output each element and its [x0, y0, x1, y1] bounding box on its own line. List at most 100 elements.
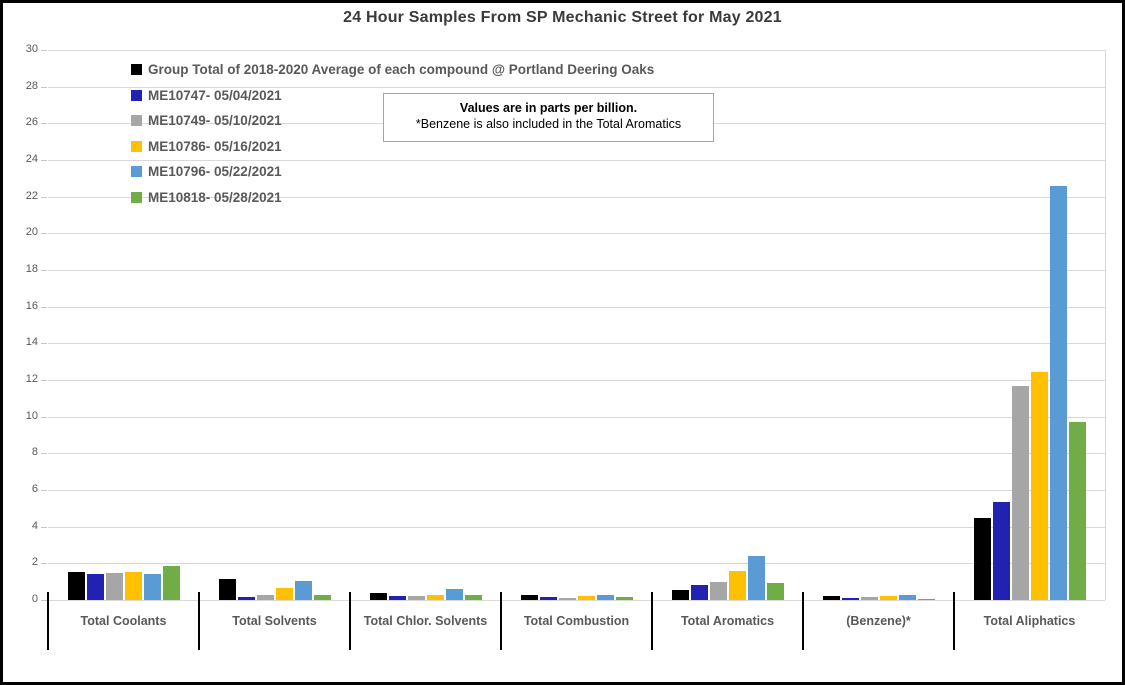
legend-swatch-icon [131, 63, 142, 75]
bar-total-coolants-s4 [144, 574, 161, 600]
bar-benzene-s5 [918, 599, 935, 600]
bar-total-aliphatics-s1 [993, 502, 1010, 600]
y-tick-18 [41, 270, 47, 271]
bar-total-solvents-s4 [295, 581, 312, 600]
bar-benzene-s3 [880, 596, 897, 600]
x-axis-label-3: Total Combustion [523, 614, 630, 628]
y-tick-30 [41, 50, 47, 51]
y-axis-label-0: 0 [31, 593, 38, 605]
bar-total-aromatics-s0 [672, 590, 689, 600]
legend-swatch-icon [131, 114, 142, 126]
bar-benzene-s1 [842, 598, 859, 600]
bar-benzene-s4 [899, 595, 916, 600]
legend-label-3: ME10786- 05/16/2021 [148, 138, 282, 154]
legend-swatch-icon [131, 140, 142, 152]
legend-swatch-icon [131, 89, 142, 101]
bar-total-aromatics-s3 [729, 571, 746, 600]
gridline-20 [48, 233, 1105, 235]
bar-total-aromatics-s5 [767, 583, 784, 600]
x-axis-label-1: Total Solvents [232, 614, 317, 628]
bar-total-solvents-s3 [276, 588, 293, 600]
y-axis-label-16: 16 [25, 299, 38, 312]
y-tick-4 [41, 526, 47, 528]
gridline-10 [48, 416, 1105, 418]
y-axis-label-20: 20 [25, 226, 38, 239]
bar-total-chlor-solvents-s4 [446, 589, 463, 600]
bar-total-coolants-s2 [106, 573, 123, 600]
legend-item-0: Group Total of 2018-2020 Average of each… [131, 60, 654, 78]
y-axis-label-28: 28 [25, 79, 38, 92]
annotation-line-2: *Benzene is also included in the Total A… [415, 117, 682, 131]
category-separator-0 [47, 592, 49, 650]
bar-total-aliphatics-s0 [974, 518, 991, 600]
gridline-4 [48, 526, 1105, 528]
bar-total-coolants-s3 [125, 572, 142, 600]
bar-total-aliphatics-s5 [1069, 422, 1086, 600]
bar-benzene-s2 [861, 597, 878, 600]
y-axis-label-4: 4 [31, 519, 38, 532]
bar-total-aliphatics-s2 [1012, 386, 1029, 600]
y-tick-2 [41, 563, 47, 565]
legend-label-4: ME10796- 05/22/2021 [148, 163, 282, 179]
bar-total-aliphatics-s3 [1031, 372, 1048, 600]
bar-total-combustion-s0 [521, 595, 538, 600]
gridline-6 [48, 490, 1105, 491]
bar-total-solvents-s1 [238, 597, 255, 600]
y-tick-0 [41, 600, 47, 601]
x-axis-label-4: Total Aromatics [680, 614, 775, 628]
gridline-12 [48, 380, 1105, 381]
y-axis-label-22: 22 [25, 189, 38, 202]
bar-total-aromatics-s2 [710, 582, 727, 600]
y-axis-label-26: 26 [25, 116, 38, 129]
bar-total-combustion-s4 [597, 595, 614, 600]
y-axis-label-10: 10 [25, 409, 38, 422]
y-tick-28 [41, 86, 47, 88]
y-tick-22 [41, 196, 47, 198]
gridline-0 [48, 600, 1105, 601]
bar-benzene-s0 [823, 596, 840, 600]
bar-total-coolants-s0 [68, 572, 85, 600]
y-tick-6 [41, 490, 47, 491]
x-axis-label-2: Total Chlor. Solvents [363, 614, 488, 628]
y-axis-label-24: 24 [25, 153, 38, 165]
y-axis-label-2: 2 [31, 556, 38, 569]
annotation-box: Values are in parts per billion. *Benzen… [383, 93, 714, 142]
y-axis-label-14: 14 [25, 336, 38, 349]
legend-swatch-icon [131, 165, 142, 177]
bar-total-aromatics-s1 [691, 585, 708, 600]
bar-total-chlor-solvents-s5 [465, 595, 482, 600]
y-tick-20 [41, 233, 47, 235]
legend-item-1: ME10747- 05/04/2021 [131, 86, 282, 104]
gridline-16 [48, 306, 1105, 308]
legend-item-2: ME10749- 05/10/2021 [131, 111, 282, 129]
y-axis-label-30: 30 [25, 43, 38, 55]
gridline-22 [48, 196, 1105, 198]
gridline-14 [48, 343, 1105, 345]
y-tick-12 [41, 380, 47, 381]
bar-total-aliphatics-s4 [1050, 186, 1067, 600]
legend-item-5: ME10818- 05/28/2021 [131, 188, 282, 206]
plot-right-border [1105, 50, 1106, 600]
chart-title: 24 Hour Samples From SP Mechanic Street … [343, 9, 782, 26]
y-tick-8 [41, 453, 47, 455]
bar-total-combustion-s1 [540, 597, 557, 600]
y-tick-24 [41, 160, 47, 161]
y-axis-label-6: 6 [31, 483, 38, 495]
legend-swatch-icon [131, 191, 142, 203]
x-axis-label-0: Total Coolants [80, 614, 167, 628]
legend-label-5: ME10818- 05/28/2021 [148, 189, 282, 205]
bar-total-solvents-s2 [257, 595, 274, 600]
bar-total-solvents-s0 [219, 579, 236, 600]
category-separator-1 [198, 592, 200, 650]
gridline-24 [48, 160, 1105, 161]
annotation-line-1: Values are in parts per billion. [459, 101, 638, 115]
bar-total-coolants-s5 [163, 566, 180, 600]
y-tick-10 [41, 416, 47, 418]
gridline-28 [48, 86, 1105, 88]
category-separator-5 [802, 592, 804, 650]
y-tick-14 [41, 343, 47, 345]
category-separator-3 [500, 592, 502, 650]
bar-total-combustion-s5 [616, 597, 633, 600]
legend-label-2: ME10749- 05/10/2021 [148, 112, 282, 128]
